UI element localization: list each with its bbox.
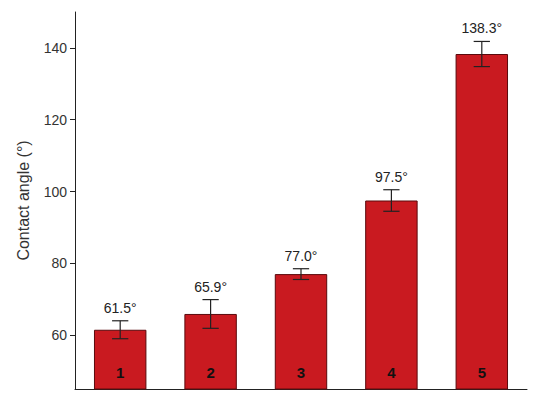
svg-text:138.3°: 138.3° bbox=[461, 20, 502, 36]
svg-text:120: 120 bbox=[44, 112, 68, 128]
svg-text:60: 60 bbox=[51, 327, 67, 343]
svg-text:100: 100 bbox=[44, 184, 68, 200]
svg-text:61.5°: 61.5° bbox=[104, 300, 137, 316]
svg-text:77.0°: 77.0° bbox=[285, 248, 318, 264]
svg-text:140: 140 bbox=[44, 40, 68, 56]
svg-text:1: 1 bbox=[116, 364, 124, 381]
svg-text:97.5°: 97.5° bbox=[375, 169, 408, 185]
svg-text:3: 3 bbox=[297, 364, 305, 381]
svg-text:80: 80 bbox=[51, 255, 67, 271]
svg-text:Contact angle (°): Contact angle (°) bbox=[15, 140, 32, 260]
svg-text:65.9°: 65.9° bbox=[194, 279, 227, 295]
svg-text:2: 2 bbox=[206, 364, 214, 381]
svg-text:4: 4 bbox=[387, 364, 396, 381]
svg-text:5: 5 bbox=[478, 364, 486, 381]
